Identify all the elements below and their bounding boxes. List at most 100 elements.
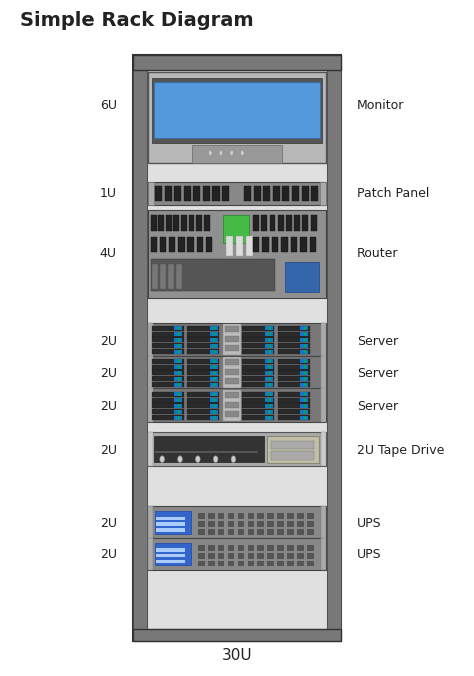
Bar (267, 513, 274, 519)
Text: 2U: 2U (100, 516, 117, 529)
Bar (247, 521, 255, 527)
Bar (148, 210, 326, 297)
Bar (261, 216, 267, 231)
Bar (291, 237, 297, 252)
Bar (187, 370, 219, 375)
Bar (204, 216, 210, 231)
Bar (236, 237, 243, 256)
Circle shape (213, 333, 216, 336)
Bar (210, 410, 218, 414)
Bar (265, 416, 273, 420)
Circle shape (304, 327, 306, 330)
Bar (174, 360, 182, 363)
Bar (247, 529, 255, 535)
Circle shape (304, 344, 306, 347)
Bar (267, 545, 274, 551)
Circle shape (304, 338, 306, 341)
Bar (187, 415, 219, 420)
Circle shape (178, 416, 180, 419)
Bar (278, 415, 310, 420)
Bar (225, 411, 239, 417)
Bar (174, 416, 182, 420)
Text: 2U: 2U (100, 400, 117, 413)
Bar (187, 359, 219, 364)
Bar (242, 343, 274, 348)
Bar (148, 322, 326, 356)
Circle shape (213, 365, 216, 368)
Bar (253, 216, 259, 231)
Text: Patch Panel: Patch Panel (357, 187, 429, 199)
Bar (267, 560, 274, 566)
Bar (265, 333, 273, 336)
Circle shape (178, 327, 180, 330)
Bar (301, 371, 309, 375)
Circle shape (268, 371, 271, 375)
Bar (156, 516, 185, 520)
Bar (210, 416, 218, 420)
Circle shape (268, 360, 271, 363)
Circle shape (304, 377, 306, 381)
Circle shape (304, 365, 306, 368)
Bar (218, 529, 225, 535)
Text: 6U: 6U (100, 99, 117, 112)
Bar (210, 327, 218, 330)
Circle shape (195, 456, 200, 462)
Bar (210, 350, 218, 354)
Bar (155, 451, 258, 453)
Circle shape (268, 398, 271, 402)
Bar (311, 186, 318, 201)
Bar (265, 365, 273, 369)
Bar (253, 237, 259, 252)
Bar (158, 216, 164, 231)
Bar (152, 343, 183, 348)
Bar (225, 368, 239, 375)
Bar (148, 183, 154, 205)
Bar (225, 402, 239, 408)
Bar (218, 553, 225, 558)
Bar (242, 359, 274, 364)
Bar (210, 404, 218, 408)
Bar (156, 523, 185, 526)
Bar (208, 560, 215, 566)
Circle shape (178, 404, 180, 408)
Bar (242, 337, 274, 343)
Circle shape (304, 383, 306, 386)
Circle shape (304, 333, 306, 336)
Bar (265, 377, 273, 381)
Bar (225, 327, 239, 333)
Circle shape (213, 398, 216, 402)
Circle shape (268, 410, 271, 414)
Bar (287, 553, 294, 558)
Bar (208, 553, 215, 558)
Bar (263, 186, 270, 201)
Bar (152, 409, 183, 414)
Bar (287, 529, 294, 535)
Bar (277, 513, 284, 519)
Bar (265, 398, 273, 402)
Bar (174, 371, 182, 375)
Circle shape (178, 383, 180, 386)
Bar (301, 410, 309, 414)
Bar (307, 560, 314, 566)
Bar (242, 404, 274, 408)
Bar (297, 529, 304, 535)
Bar (301, 365, 309, 369)
Circle shape (213, 371, 216, 375)
Bar (321, 432, 326, 466)
Bar (174, 338, 182, 342)
Bar (307, 529, 314, 535)
Bar (228, 521, 235, 527)
Bar (270, 216, 275, 231)
Bar (301, 383, 309, 387)
Bar (152, 331, 183, 337)
Bar (174, 344, 182, 347)
Bar (223, 390, 241, 420)
Bar (247, 513, 255, 519)
Bar (242, 415, 274, 420)
Circle shape (304, 350, 306, 354)
Bar (321, 506, 326, 539)
Bar (278, 216, 283, 231)
Circle shape (213, 338, 216, 341)
Bar (242, 349, 274, 354)
Text: UPS: UPS (357, 516, 382, 529)
